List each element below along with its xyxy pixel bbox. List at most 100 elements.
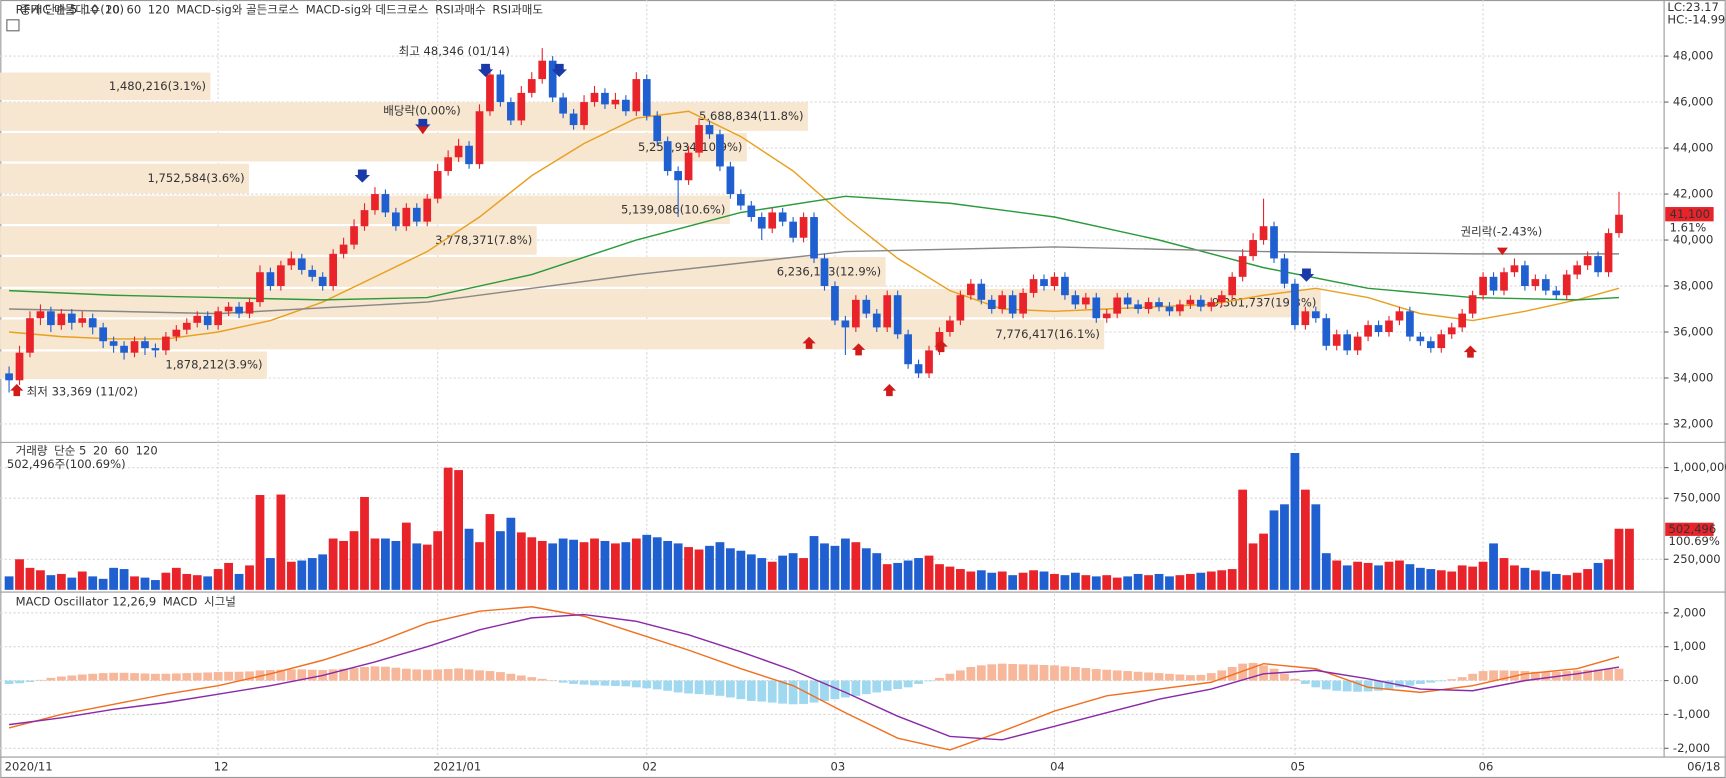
oscillator-bar — [266, 670, 275, 681]
candle-body — [1562, 274, 1571, 296]
oscillator-bar — [579, 680, 589, 685]
candle-body — [1291, 283, 1299, 326]
volume-bar — [161, 572, 171, 590]
oscillator-bar — [788, 680, 798, 705]
candle-body — [799, 217, 808, 238]
volume-bar — [224, 562, 234, 590]
candle-body — [1238, 256, 1247, 277]
oscillator-bar — [558, 680, 568, 683]
oscillator-bar — [548, 680, 558, 682]
oscillator-bar — [140, 673, 150, 681]
volume-bar — [914, 558, 923, 590]
volume-bar — [757, 558, 767, 590]
oscillator-bar — [349, 668, 359, 681]
buy-signal — [934, 340, 948, 353]
volume-bar — [955, 569, 965, 590]
volume-bar — [569, 539, 578, 590]
oscillator-bar — [516, 675, 526, 681]
icon[interactable] — [6, 19, 20, 32]
volume-bar — [213, 569, 223, 590]
volume-bar — [861, 548, 871, 590]
oscillator-bar — [736, 680, 746, 700]
candle-body — [1081, 297, 1090, 305]
volume-bar — [412, 543, 422, 590]
volume-bar — [684, 547, 693, 590]
volume-bar — [1489, 543, 1498, 590]
volume-bar — [1280, 504, 1289, 590]
candle-body — [266, 272, 275, 287]
oscillator-bar — [1342, 680, 1352, 692]
candle-body — [465, 145, 473, 165]
oscillator-bar — [935, 677, 944, 681]
oscillator-bar — [1593, 669, 1603, 681]
volume-bar — [1175, 575, 1185, 590]
volume-bar — [1081, 575, 1091, 590]
oscillator-bar — [652, 680, 662, 690]
volume-bar — [579, 542, 589, 590]
volume-bar — [381, 538, 390, 590]
candle-body — [297, 258, 306, 270]
candle-body — [1113, 297, 1122, 314]
oscillator-bar — [276, 669, 286, 681]
oscillator-bar — [767, 680, 777, 703]
volume-bar — [1384, 561, 1394, 590]
oscillator-bar — [98, 673, 108, 681]
y-tick-label: 46,000 — [1673, 95, 1713, 109]
volume-bar — [705, 545, 714, 590]
candle-body — [1594, 256, 1602, 273]
annotation: 최고 48,346 (01/14) — [399, 44, 510, 58]
oscillator-bar — [1374, 680, 1383, 691]
volume-bar — [1018, 572, 1028, 590]
candle-body — [1437, 334, 1446, 349]
candle-body — [486, 74, 494, 112]
volume-bar — [370, 538, 380, 590]
candle-body — [632, 79, 641, 112]
candle-body — [1426, 341, 1435, 349]
oscillator-bar — [1259, 665, 1268, 681]
volume-bar — [976, 570, 986, 590]
oscillator-bar — [1029, 664, 1038, 681]
volume-bar — [1614, 528, 1624, 590]
candle-body — [705, 125, 714, 135]
oscillator-bar — [569, 680, 578, 684]
volume-bar — [1311, 504, 1321, 590]
candle-body — [1385, 320, 1393, 333]
volume-bar — [171, 567, 181, 590]
oscillator-bar — [286, 669, 296, 681]
volume-bar — [422, 544, 432, 590]
oscillator-bar — [746, 680, 756, 701]
volume-bar — [1426, 569, 1436, 590]
volume-bar — [778, 555, 788, 590]
candle-body — [883, 295, 892, 328]
candle-body — [569, 113, 578, 126]
candle-body — [590, 92, 599, 103]
candle-body — [26, 318, 34, 353]
candle-body — [789, 221, 797, 238]
volume-bar — [1562, 575, 1572, 590]
candle-body — [904, 334, 912, 365]
oscillator-bar — [1280, 673, 1289, 681]
indicator: LC:23.17 — [1667, 0, 1718, 14]
volume-bar — [255, 495, 265, 590]
volume-bar — [4, 576, 14, 590]
candle-body — [1521, 265, 1529, 287]
candle-body — [663, 141, 672, 172]
y-tick-label: 44,000 — [1673, 141, 1713, 155]
volume-profile-band — [0, 226, 537, 255]
candle-body — [1259, 226, 1268, 241]
volume-bar — [1091, 576, 1101, 590]
oscillator-bar — [809, 680, 819, 703]
candle-body — [193, 315, 202, 323]
oscillator-bar — [872, 680, 882, 693]
volume-bar — [1353, 561, 1363, 590]
volume-profile-label: 9,301,737(19.3%) — [1212, 296, 1316, 310]
oscillator-bar — [203, 672, 213, 681]
volume-profile-label: 1,752,584(3.6%) — [148, 171, 245, 185]
oscillator-bar — [893, 680, 903, 690]
volume-bar — [15, 559, 24, 590]
candle-body — [109, 341, 118, 346]
volume-bar — [496, 531, 505, 590]
y-tick-label: 48,000 — [1673, 49, 1713, 63]
candle-body — [1008, 295, 1017, 314]
